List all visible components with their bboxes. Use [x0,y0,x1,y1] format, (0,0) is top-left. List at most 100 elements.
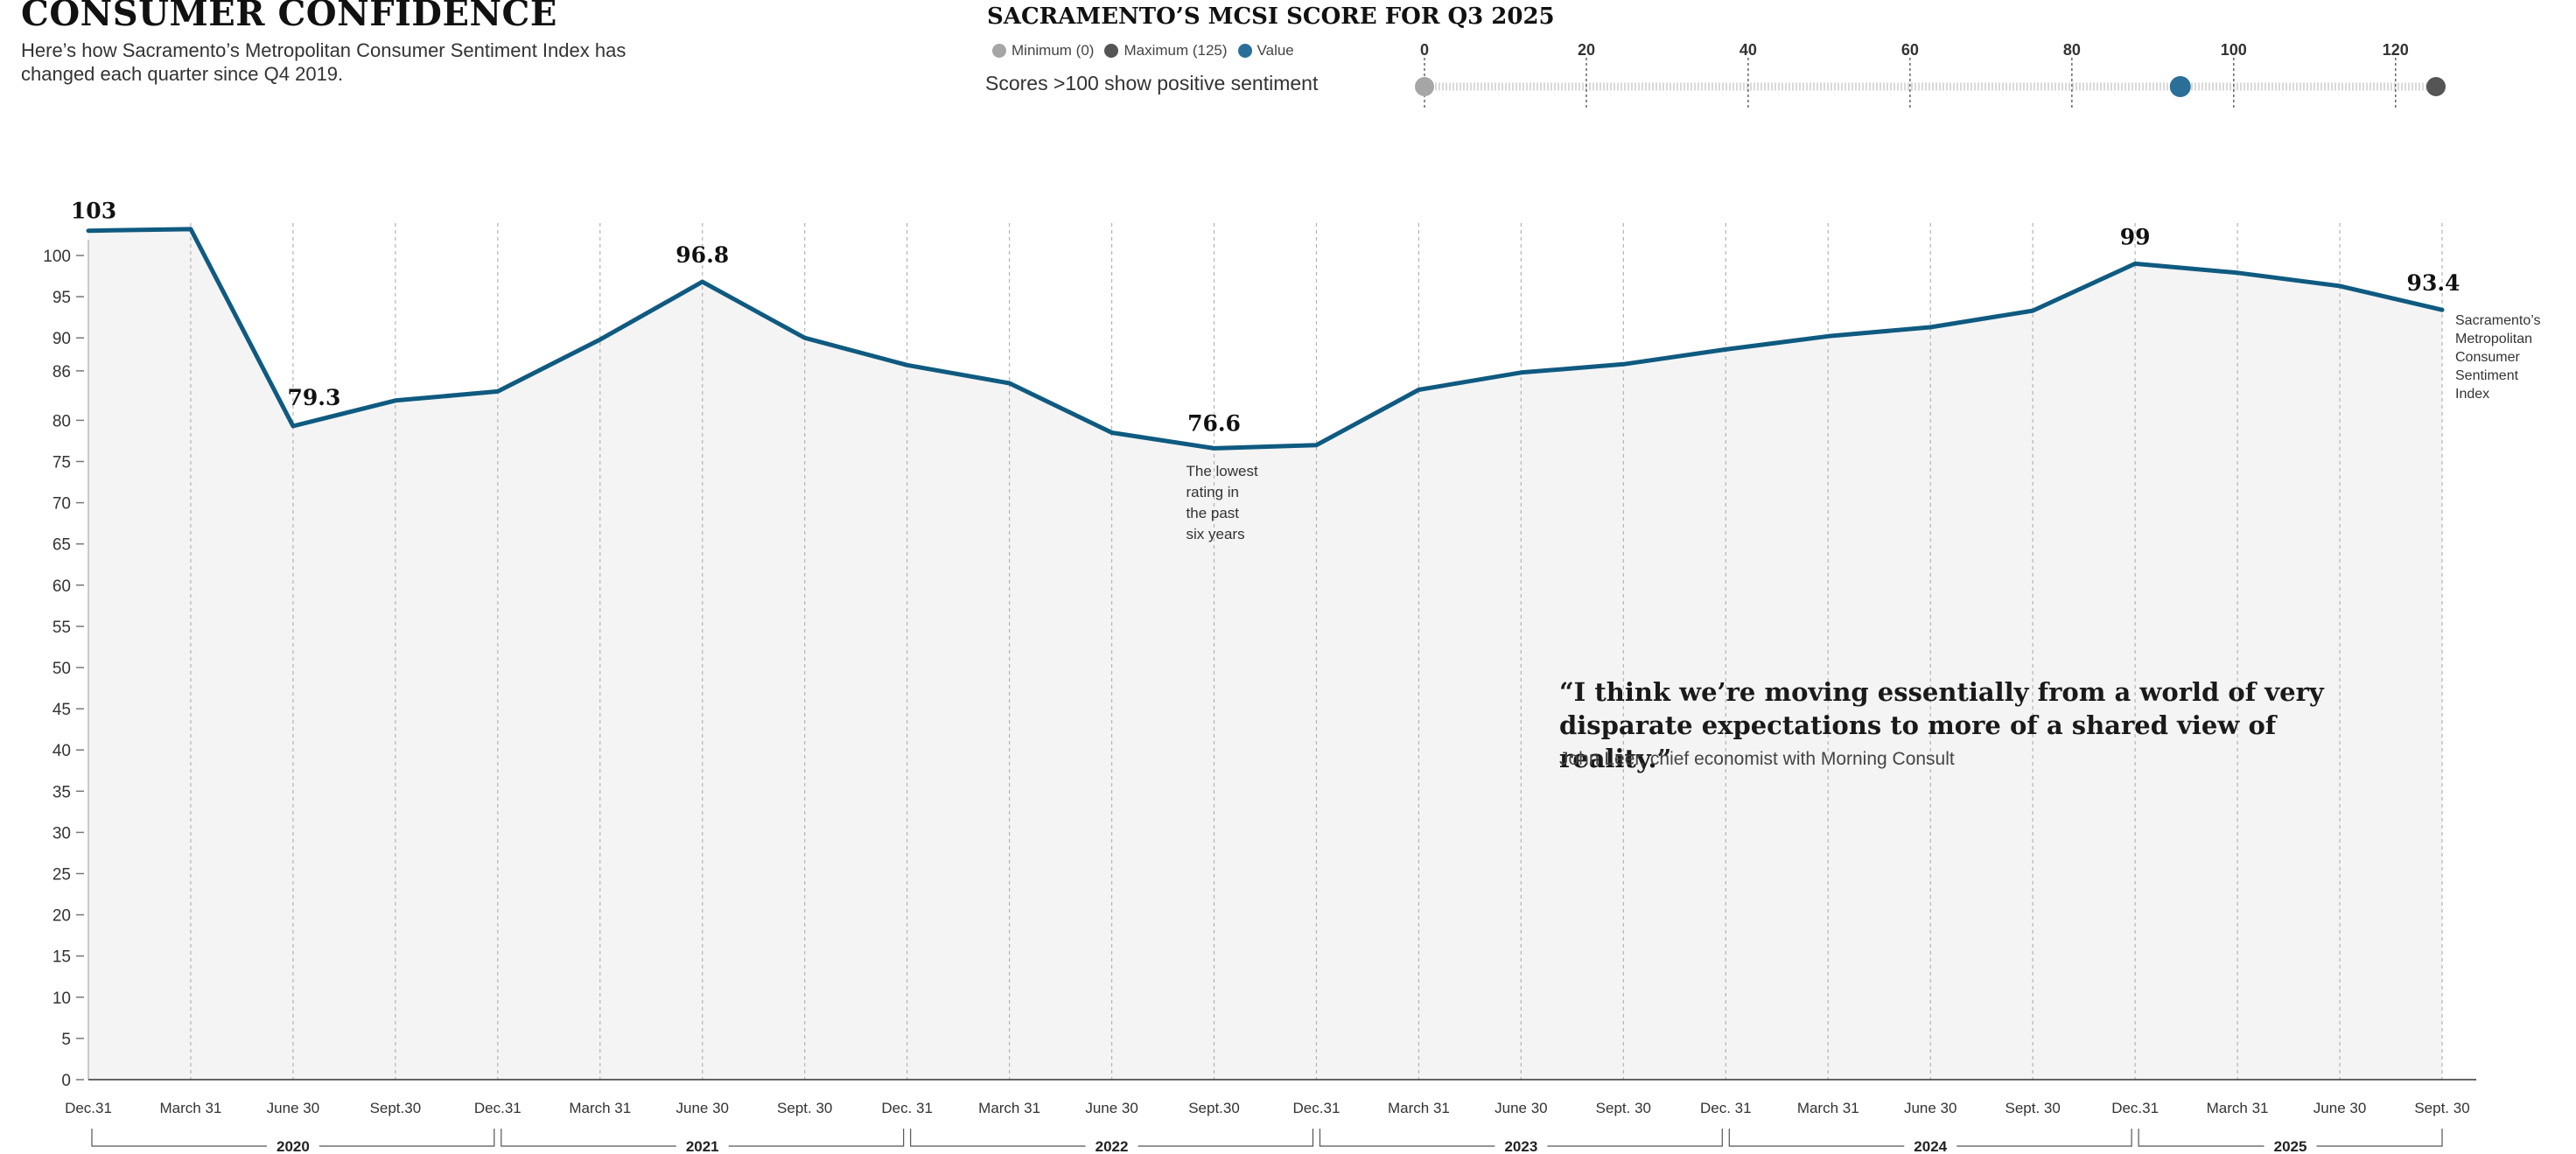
score-tick-label: 120 [2383,41,2409,59]
series-end-label-line: Sacramento’s [2455,313,2541,328]
y-tick-label: 60 [52,577,71,596]
score-tick-label: 100 [2221,41,2247,59]
x-tick-label: Dec.31 [65,1100,112,1116]
x-tick-label: March 31 [2207,1100,2269,1116]
score-tick-label: 0 [1420,41,1429,59]
year-bracket-left [910,1129,1086,1147]
year-bracket-right [728,1129,905,1147]
year-bracket-left [1319,1129,1495,1147]
x-tick-label: Sept.30 [370,1100,422,1116]
x-tick-label: Sept. 30 [1596,1100,1651,1116]
year-label: 2021 [686,1138,719,1154]
y-tick-label: 70 [52,495,71,514]
y-tick-label: 40 [52,742,71,760]
y-tick-label: 25 [52,866,71,885]
legend-label-value: Value [1256,42,1294,59]
score-panel-title: SACRAMENTO’S MCSI SCORE FOR Q3 2025 [987,3,1555,30]
score-legend: Minimum (0) Maximum (125) Value [992,42,1294,59]
data-label: 76.6 [1187,410,1241,436]
x-tick-label: June 30 [676,1100,729,1116]
maximum-dot-icon [1104,44,1119,58]
legend-item-minimum: Minimum (0) [992,42,1094,59]
x-tick-label: Sept. 30 [2006,1100,2061,1116]
series-end-label-line: Sentiment [2455,368,2519,383]
low-point-annotation-line: six years [1186,526,1245,542]
positive-sentiment-note: Scores >100 show positive sentiment [985,72,1319,94]
x-tick-label: March 31 [1797,1100,1859,1116]
x-tick-label: March 31 [1388,1100,1450,1116]
x-tick-label: June 30 [1494,1100,1548,1116]
score-value-marker [2169,76,2191,97]
series-end-label-line: Index [2455,387,2489,402]
x-tick-label: Sept.30 [1188,1100,1240,1116]
legend-label-minimum: Minimum (0) [1012,42,1095,59]
score-tick-label: 20 [1578,41,1595,59]
x-tick-label: June 30 [267,1100,320,1116]
year-bracket-right [1138,1129,1314,1147]
year-bracket-right [1956,1129,2132,1147]
y-tick-label: 35 [52,783,71,801]
year-bracket-left [1728,1129,1905,1147]
x-tick-label: Dec. 31 [881,1100,933,1116]
year-bracket-right [2316,1129,2443,1147]
series-end-label-line: Metropolitan [2455,332,2532,346]
y-tick-label: 45 [52,701,71,719]
year-bracket-left [91,1129,267,1147]
score-maximum-marker [2426,77,2446,96]
year-label: 2020 [276,1138,310,1154]
y-tick-label: 80 [52,412,71,430]
data-label: 79.3 [287,385,340,410]
y-tick-label: 10 [52,990,71,1008]
legend-item-maximum: Maximum (125) [1104,42,1228,59]
x-tick-label: Dec.31 [1293,1100,1340,1116]
legend-label-maximum: Maximum (125) [1124,42,1228,59]
x-tick-label: Sept. 30 [2414,1100,2469,1116]
legend-item-value: Value [1237,42,1294,59]
low-point-annotation-line: the past [1186,505,1240,521]
quote-text: “I think we’re moving essentially from a… [1559,677,2324,773]
x-tick-label: June 30 [2314,1100,2367,1116]
y-tick-label: 86 [52,363,71,381]
y-tick-label: 55 [52,619,71,637]
x-tick-label: March 31 [978,1100,1040,1116]
data-label: 93.4 [2407,270,2460,296]
year-label: 2025 [2274,1138,2307,1154]
area-fill [88,228,2442,1080]
value-dot-icon [1237,44,1252,58]
x-tick-label: Dec.31 [2111,1100,2159,1116]
score-tick-label: 40 [1740,41,1757,59]
x-tick-label: June 30 [1085,1100,1138,1116]
chart-subtitle: Here’s how Sacramento’s Metropolitan Con… [21,39,626,85]
y-tick-label: 100 [43,248,71,266]
year-label: 2022 [1096,1138,1129,1154]
x-tick-label: March 31 [160,1100,222,1116]
data-label: 96.8 [676,242,729,268]
year-label: 2024 [1914,1138,1947,1154]
y-tick-label: 30 [52,824,71,843]
y-tick-label: 5 [61,1031,71,1049]
x-tick-label: June 30 [1904,1100,1957,1116]
y-tick-label: 20 [52,907,71,926]
x-tick-label: Dec. 31 [1700,1100,1752,1116]
x-tick-label: Dec.31 [474,1100,522,1116]
y-tick-label: 95 [52,289,71,307]
data-label: 103 [71,199,116,224]
score-tick-label: 60 [1901,41,1919,59]
year-bracket-right [1547,1129,1723,1147]
y-tick-label: 65 [52,536,71,555]
year-label: 2023 [1504,1138,1537,1154]
series-end-label-line: Consumer [2455,350,2520,365]
score-minimum-marker [1415,77,1434,96]
quote-attribution: John Leer, chief economist with Morning … [1559,749,1955,769]
chart-title: CONSUMER CONFIDENCE [21,0,557,34]
data-label: 99 [2120,224,2151,249]
y-tick-label: 75 [52,454,71,472]
score-tick-label: 80 [2063,41,2081,59]
year-bracket-left [2138,1129,2264,1147]
year-bracket-left [500,1129,676,1147]
low-point-annotation-line: rating in [1186,484,1239,500]
series-line-mcsi [86,227,2445,451]
low-point-annotation-line: The lowest [1186,463,1258,479]
x-tick-label: Sept. 30 [777,1100,832,1116]
year-bracket-right [318,1129,495,1147]
